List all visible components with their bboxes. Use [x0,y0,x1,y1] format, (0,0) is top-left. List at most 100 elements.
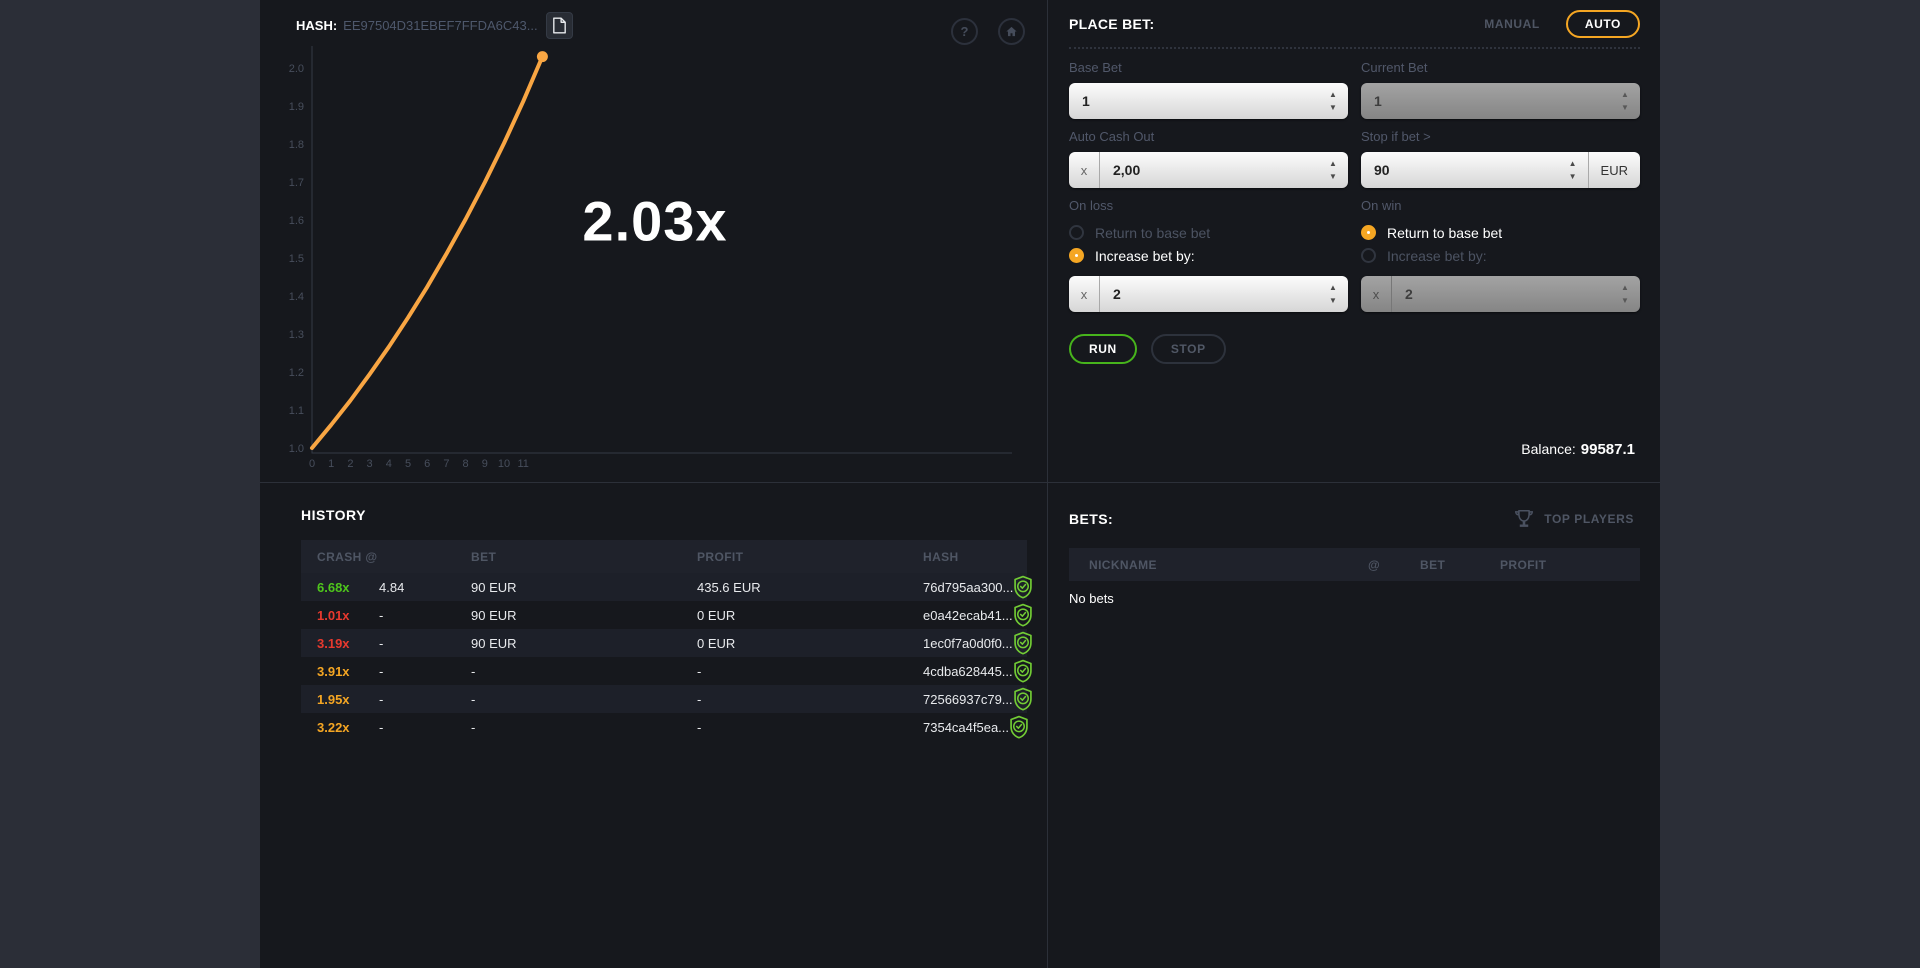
multiplier-prefix: x [1069,152,1100,188]
verify-shield-icon[interactable] [1013,575,1045,599]
on-loss-return-radio[interactable]: Return to base bet [1069,221,1348,244]
column-header-hash: HASH [923,549,959,564]
auto-bet-actions: RUN STOP [1069,334,1640,364]
no-bets-message: No bets [1069,591,1114,606]
svg-text:8: 8 [463,458,469,470]
svg-text:1.1: 1.1 [289,405,304,417]
round-hash: 1ec0f7a0d0f0... [923,635,1013,651]
round-hash: 7354ca4f5ea... [923,719,1010,735]
auto-cash-out-stepper: ▲ ▼ [1318,152,1348,188]
radio-icon [1069,225,1084,240]
spin-down-icon[interactable]: ▼ [1568,171,1577,181]
column-header-profit: PROFIT [1500,557,1547,572]
history-row: 3.19x - 90 EUR 0 EUR 1ec0f7a0d0f0... [301,629,1032,657]
on-loss-options: Return to base bet Increase bet by: [1069,221,1348,267]
profit-value: - [697,691,702,707]
radio-label: Return to base bet [1387,224,1503,241]
place-bet-title: PLACE BET: [1069,15,1155,32]
radio-label: Increase bet by: [1095,247,1195,264]
place-bet-header: PLACE BET: MANUAL AUTO [1069,0,1640,49]
trophy-icon [1513,508,1535,530]
verify-shield-icon[interactable] [1013,603,1045,627]
history-row: 3.91x - - - 4cdba628445... [301,657,1032,685]
crash-game-app: HASH: EE97504D31EBEF7FFDA6C43... ? 2.0 1.… [260,0,1660,968]
auto-cash-out-input: x ▲ ▼ [1069,152,1348,188]
round-hash: 4cdba628445... [923,663,1013,679]
hash-label: HASH: [296,17,338,33]
round-hash: 72566937c79... [923,691,1013,707]
svg-text:9: 9 [482,458,488,470]
spin-down-icon[interactable]: ▼ [1329,102,1337,112]
on-win-options: Return to base bet Increase bet by: [1361,221,1640,267]
svg-text:1.6: 1.6 [289,215,304,227]
radio-icon [1361,248,1376,263]
question-mark-icon: ? [960,24,969,39]
on-win-increase-radio[interactable]: Increase bet by: [1361,244,1640,267]
spin-up-icon[interactable]: ▲ [1329,158,1337,168]
history-title: HISTORY [301,507,366,523]
spin-up-icon[interactable]: ▲ [1568,158,1577,168]
history-row: 1.95x - - - 72566937c79... [301,685,1032,713]
crash-multiplier: 3.22x [317,719,350,735]
stop-button[interactable]: STOP [1150,334,1226,364]
spin-down-icon[interactable]: ▼ [1329,295,1337,305]
bet-value: - [471,663,476,679]
stop-if-bet-label: Stop if bet > [1361,129,1431,144]
verify-shield-icon[interactable] [1013,659,1045,683]
hash-value: EE97504D31EBEF7FFDA6C43... [343,17,538,33]
run-button[interactable]: RUN [1069,334,1137,364]
help-button[interactable]: ? [951,18,978,45]
history-table: CRASH @ BET PROFIT HASH 6.68x 4.84 90 EU… [301,540,1033,741]
on-loss-multiplier-field[interactable] [1100,276,1318,312]
on-win-return-radio[interactable]: Return to base bet [1361,221,1640,244]
cashout-value: 4.84 [379,579,405,595]
on-win-group: On win Return to base bet Increase bet b… [1361,188,1640,312]
spin-up-icon[interactable]: ▲ [1329,89,1337,99]
svg-text:1.9: 1.9 [289,101,304,113]
svg-text:1.5: 1.5 [289,253,304,265]
bets-title: BETS: [1069,511,1113,527]
verify-shield-icon[interactable] [1013,631,1045,655]
top-players-button[interactable]: TOP PLAYERS [1507,507,1640,531]
bet-value: - [471,719,476,735]
crash-multiplier: 3.19x [317,635,350,651]
place-bet-panel: PLACE BET: MANUAL AUTO Base Bet Current … [1048,0,1660,483]
base-bet-stepper: ▲ ▼ [1318,83,1348,119]
on-loss-group: On loss Return to base bet Increase bet … [1069,188,1348,312]
base-bet-field[interactable] [1069,83,1318,119]
balance-value: 99587.1 [1580,441,1635,458]
game-toolbar: ? [951,18,1025,45]
crash-multiplier: 6.68x [317,579,350,595]
balance: Balance: 99587.1 [1521,441,1635,458]
radio-label: Return to base bet [1095,224,1211,241]
on-loss-increase-radio[interactable]: Increase bet by: [1069,244,1348,267]
verify-shield-icon[interactable] [1009,715,1041,739]
column-header-bet: BET [471,549,497,564]
radio-label: Increase bet by: [1387,247,1487,264]
column-header-at: @ [1368,557,1381,572]
spin-up-icon[interactable]: ▲ [1329,282,1337,292]
on-win-multiplier-input: x ▲ ▼ [1361,276,1640,312]
copy-hash-button[interactable] [545,11,573,39]
verify-shield-icon[interactable] [1013,687,1045,711]
on-loss-stepper: ▲ ▼ [1318,276,1348,312]
tab-auto[interactable]: AUTO [1565,9,1640,38]
auto-cash-out-field[interactable] [1100,152,1318,188]
current-bet-stepper: ▲ ▼ [1610,83,1640,119]
home-icon [1005,25,1018,38]
stop-if-bet-field[interactable] [1361,152,1558,188]
profit-value: 0 EUR [697,607,736,623]
crash-multiplier: 3.91x [317,663,350,679]
cashout-value: - [379,719,384,735]
home-button[interactable] [998,18,1025,45]
history-row: 1.01x - 90 EUR 0 EUR e0a42ecab41... [301,601,1032,629]
column-header-nickname: NICKNAME [1089,557,1157,572]
spin-down-icon[interactable]: ▼ [1329,171,1337,181]
svg-text:5: 5 [405,458,411,470]
svg-text:1: 1 [328,458,334,470]
svg-text:1.8: 1.8 [289,139,304,151]
tab-manual[interactable]: MANUAL [1478,16,1546,32]
crash-chart: 2.0 1.9 1.8 1.7 1.6 1.5 1.4 1.3 1.2 1.1 1.0 0 1 2 3 4 5 6… [289,46,1012,470]
svg-text:1.7: 1.7 [289,177,304,189]
svg-text:6: 6 [424,458,430,470]
